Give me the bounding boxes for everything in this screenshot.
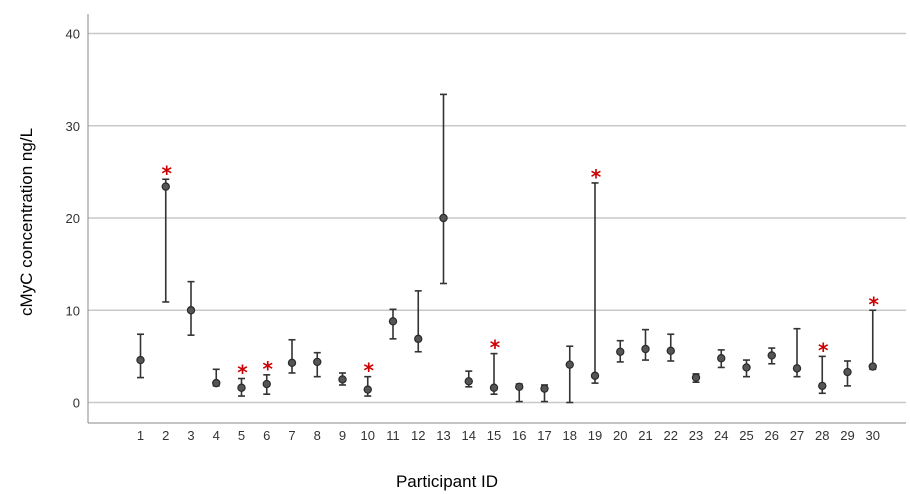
x-tick-label-15: 15 (487, 428, 501, 443)
x-tick-label-4: 4 (213, 428, 220, 443)
x-axis-label: Participant ID (396, 472, 498, 491)
x-tick-label-14: 14 (462, 428, 476, 443)
y-tick-label-40: 40 (66, 27, 80, 42)
mean-point-14 (464, 377, 473, 386)
mean-point-7 (287, 358, 297, 368)
mean-point-5 (237, 383, 246, 392)
flag-marker-2: * (162, 161, 173, 185)
mean-point-15 (489, 383, 499, 392)
flag-marker-6: * (263, 357, 274, 381)
mean-point-19 (590, 371, 600, 380)
mean-point-30 (868, 362, 877, 371)
mean-point-27 (792, 364, 802, 373)
mean-point-23 (691, 373, 701, 382)
mean-point-9 (338, 375, 347, 384)
mean-point-13 (439, 213, 448, 223)
mean-point-24 (717, 354, 726, 363)
x-tick-label-21: 21 (638, 428, 652, 443)
mean-point-22 (666, 346, 675, 356)
x-tick-label-9: 9 (339, 428, 346, 443)
mean-point-18 (565, 360, 574, 369)
axes (87, 14, 906, 424)
y-axis-label: cMyC concentration ng/L (17, 128, 36, 316)
flag-marker-30: * (869, 292, 880, 316)
x-tick-label-22: 22 (664, 428, 678, 443)
x-tick-label-2: 2 (162, 428, 169, 443)
x-tick-label-18: 18 (563, 428, 577, 443)
x-tick-label-10: 10 (361, 428, 375, 443)
flag-marker-15: * (490, 336, 501, 360)
mean-point-29 (843, 367, 852, 377)
x-tick-label-24: 24 (714, 428, 728, 443)
flag-marker-28: * (818, 338, 829, 362)
mean-point-2 (161, 182, 170, 191)
y-tick-label-20: 20 (66, 211, 80, 226)
y-tick-labels: 0 10 20 30 40 (66, 27, 80, 411)
flag-marker-10: * (364, 359, 375, 383)
x-tick-label-20: 20 (613, 428, 627, 443)
mean-points (136, 182, 877, 394)
mean-point-6 (262, 379, 271, 389)
x-tick-label-8: 8 (314, 428, 321, 443)
mean-point-25 (742, 363, 751, 372)
x-tick-label-16: 16 (512, 428, 526, 443)
grid-lines (88, 32, 906, 404)
mean-point-8 (313, 357, 322, 367)
x-tick-label-13: 13 (436, 428, 450, 443)
x-tick-label-25: 25 (739, 428, 753, 443)
mean-point-17 (540, 384, 549, 393)
x-tick-label-30: 30 (866, 428, 880, 443)
flag-marker-19: * (591, 165, 602, 189)
mean-point-16 (515, 382, 524, 392)
mean-point-11 (388, 317, 398, 326)
mean-point-1 (136, 355, 145, 365)
mean-point-4 (212, 378, 221, 388)
x-tick-label-17: 17 (537, 428, 551, 443)
x-tick-label-3: 3 (187, 428, 194, 443)
error-bars (137, 93, 877, 404)
mean-point-28 (818, 381, 827, 391)
x-tick-labels: 1 2 3 4 5 6 7 8 9 10 11 12 13 14 15 16 17 18 19 20 21 22 23 24 2… (137, 428, 880, 443)
mean-point-12 (414, 334, 423, 344)
x-tick-label-12: 12 (411, 428, 425, 443)
x-tick-label-11: 11 (386, 428, 400, 443)
y-tick-label-10: 10 (66, 303, 80, 318)
x-tick-label-23: 23 (689, 428, 703, 443)
mean-point-3 (186, 306, 196, 315)
flag-markers: * * * * * * * * (162, 161, 880, 384)
flag-marker-5: * (237, 361, 248, 385)
x-tick-label-19: 19 (588, 428, 602, 443)
mean-point-10 (363, 385, 372, 394)
y-tick-label-30: 30 (66, 119, 80, 134)
x-tick-label-28: 28 (815, 428, 829, 443)
x-tick-label-27: 27 (790, 428, 804, 443)
y-tick-label-0: 0 (73, 396, 80, 411)
x-tick-label-29: 29 (840, 428, 854, 443)
x-tick-label-26: 26 (765, 428, 779, 443)
mean-point-20 (616, 347, 625, 356)
x-tick-label-7: 7 (288, 428, 295, 443)
mean-point-26 (767, 351, 776, 360)
x-tick-label-5: 5 (238, 428, 245, 443)
x-tick-label-6: 6 (263, 428, 270, 443)
mean-point-21 (641, 344, 650, 354)
x-tick-label-1: 1 (137, 428, 144, 443)
